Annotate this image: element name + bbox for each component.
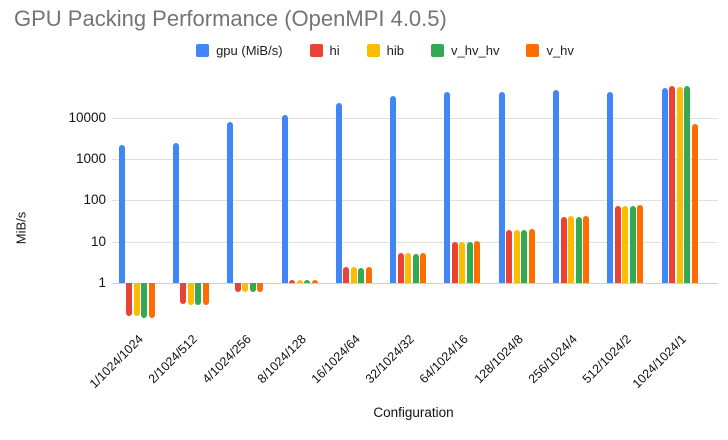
bar — [187, 283, 194, 305]
y-tick-label: 10 — [90, 233, 106, 249]
bar — [311, 279, 318, 283]
bar — [669, 86, 676, 283]
x-axis-title: Configuration — [373, 405, 454, 420]
legend-item: gpu (MiB/s) — [196, 43, 283, 58]
y-tick-label: 1 — [98, 275, 106, 290]
x-tick-label: 256/1024/4 — [525, 332, 580, 387]
bar — [365, 267, 372, 283]
y-tick-label: 1000 — [75, 151, 106, 167]
bar — [629, 206, 636, 283]
bar — [234, 283, 241, 292]
x-tick-label: 8/1024/128 — [254, 332, 309, 387]
bar — [575, 217, 582, 283]
bar — [568, 216, 575, 283]
legend-label: v_hv_hv — [451, 43, 500, 58]
y-tick-label: 10000 — [68, 109, 106, 125]
x-tick-label: 2/1024/512 — [145, 332, 200, 387]
bar — [133, 283, 140, 317]
bar — [242, 283, 249, 292]
bar — [528, 229, 535, 283]
legend-item: hib — [366, 43, 405, 58]
bar — [466, 241, 473, 283]
bar — [148, 283, 155, 319]
bar — [506, 230, 513, 283]
y-tick-label: 100 — [83, 192, 106, 208]
bar — [281, 114, 288, 283]
legend-label: gpu (MiB/s) — [216, 43, 283, 58]
bar — [459, 241, 466, 283]
bar — [622, 206, 629, 283]
x-tick-label: 64/1024/16 — [417, 332, 472, 387]
bar — [227, 121, 234, 283]
legend-item: v_hv_hv — [431, 43, 499, 58]
x-tick-label: 1/1024/1024 — [86, 332, 146, 392]
bar — [513, 230, 520, 283]
bar — [126, 283, 133, 316]
legend-swatch-icon — [431, 44, 445, 57]
bar — [560, 216, 567, 283]
bar — [397, 253, 404, 283]
bar — [676, 87, 683, 283]
gridline — [112, 200, 718, 202]
bar — [296, 279, 303, 283]
gridline — [112, 283, 718, 284]
legend-label: hi — [329, 43, 340, 58]
bar — [350, 267, 357, 283]
bar — [661, 87, 668, 283]
y-axis-title: MiB/s — [13, 211, 29, 245]
bar — [583, 215, 590, 283]
legend-label: hib — [386, 43, 405, 58]
x-tick-label: 128/1024/8 — [471, 332, 526, 387]
bar — [637, 204, 644, 283]
bar — [141, 283, 148, 318]
legend-item: v_hv — [526, 43, 574, 58]
bar — [614, 205, 621, 283]
x-tick-label: 1024/1024/1 — [629, 332, 689, 392]
bar — [118, 144, 125, 283]
gridline — [112, 241, 718, 243]
legend-swatch-icon — [196, 44, 210, 57]
bar — [405, 253, 412, 283]
bar — [257, 283, 264, 292]
legend-swatch-icon — [366, 44, 380, 57]
legend-label: v_hv — [546, 43, 574, 58]
legend: gpu (MiB/s) hi hib v_hv_hv v_hv — [0, 43, 728, 58]
bar — [202, 283, 209, 306]
bar — [498, 91, 505, 283]
bar — [289, 279, 296, 283]
chart-title: GPU Packing Performance (OpenMPI 4.0.5) — [14, 6, 447, 31]
bar — [553, 90, 560, 283]
bar — [195, 283, 202, 305]
bar — [249, 283, 256, 293]
bar — [180, 283, 187, 304]
bar — [451, 241, 458, 283]
gridline — [112, 117, 718, 119]
plot-area — [109, 84, 718, 328]
x-tick-label: 32/1024/32 — [362, 332, 418, 387]
legend-swatch-icon — [309, 44, 323, 57]
bar — [691, 124, 698, 283]
bar — [607, 91, 614, 283]
bar — [444, 92, 451, 283]
bar — [343, 267, 350, 283]
legend-item: hi — [309, 43, 340, 58]
bar — [172, 142, 179, 283]
bar — [412, 254, 419, 283]
bar — [521, 230, 528, 283]
x-tick-label: 512/1024/2 — [580, 332, 635, 387]
bar — [335, 102, 342, 283]
gridline — [112, 159, 718, 161]
legend-swatch-icon — [526, 44, 540, 57]
bar — [420, 253, 427, 283]
bar — [390, 96, 397, 283]
x-tick-label: 4/1024/256 — [200, 332, 255, 387]
bar — [474, 240, 481, 283]
bar — [358, 268, 365, 283]
x-tick-label: 16/1024/64 — [308, 332, 363, 387]
bar — [684, 85, 691, 283]
bar — [304, 280, 311, 283]
